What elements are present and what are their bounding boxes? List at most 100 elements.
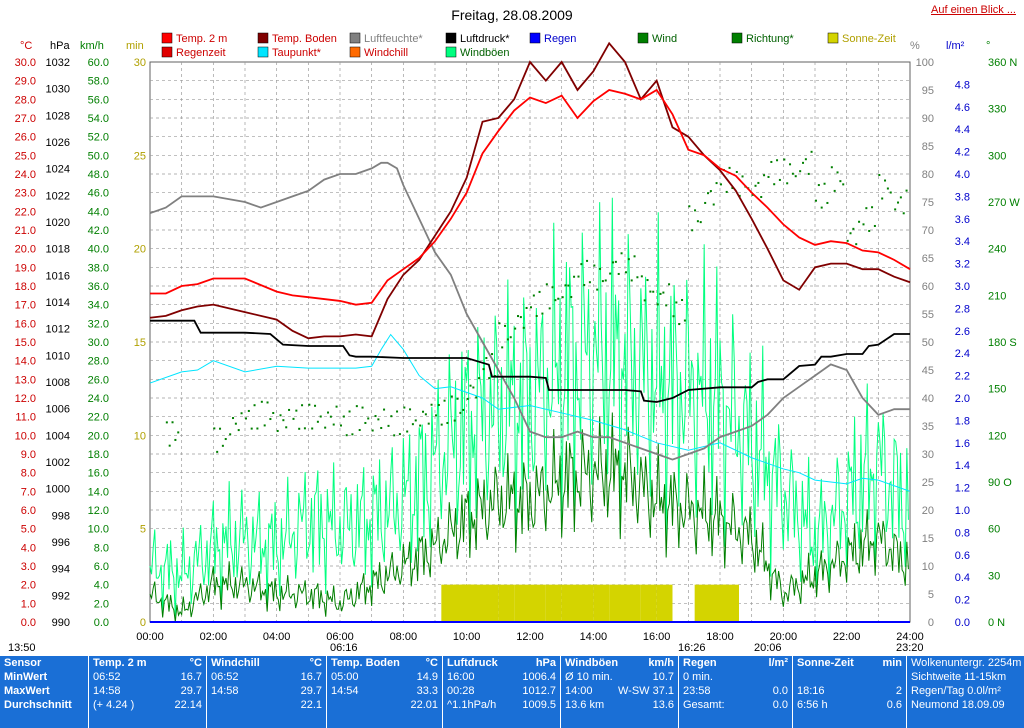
unit-temp: °C (20, 40, 32, 52)
time-tick: 18:00 (706, 631, 734, 643)
direction-point (668, 283, 671, 286)
speed-tick: 24.0 (88, 393, 109, 405)
direction-point (367, 417, 370, 420)
direction-point (799, 170, 802, 173)
direction-point (817, 184, 820, 187)
info-visibility: Sichtweite 11-15km (911, 671, 1007, 683)
direction-point (174, 438, 177, 441)
direction-point (865, 207, 868, 210)
sonne-avg-value: 0.6 (886, 699, 902, 711)
direction-point (643, 299, 646, 302)
percent-tick: 85 (922, 141, 934, 153)
direction-point (525, 306, 528, 309)
direction-point (681, 298, 684, 301)
direction-point (873, 224, 876, 227)
rain-tick: 3.2 (955, 259, 970, 271)
speed-tick: 28.0 (88, 356, 109, 368)
pressure-tick: 1010 (46, 350, 70, 362)
stats-regen: Regen l/m² 0 min. 23:58 0.0 Gesamt: 0.0 (678, 656, 792, 728)
direction-point (530, 306, 532, 309)
rain-tick: 0.4 (955, 572, 970, 584)
pressure-tick: 996 (52, 537, 70, 549)
temp-tick: 13.0 (15, 374, 36, 386)
direction-point (826, 201, 829, 204)
direction-point (905, 189, 908, 192)
sun-mark: 23:20 (896, 642, 924, 654)
druck-avg-label: ^1.1hPa/h (447, 699, 497, 711)
humidity-line (149, 161, 910, 461)
direction-point (469, 384, 472, 387)
direction-point (699, 221, 702, 224)
info-rain-day: Regen/Tag 0.0l/m² (911, 685, 1001, 697)
direction-point (601, 280, 604, 283)
direction-point (316, 420, 319, 423)
percent-tick: 15 (922, 533, 934, 545)
pressure-tick: 1016 (46, 270, 70, 282)
direction-point (371, 429, 374, 432)
boden-avg-value: 22.01 (410, 699, 438, 711)
sunshine-bar (656, 584, 673, 622)
chart-title: Freitag, 28.08.2009 (451, 7, 573, 23)
legend-swatch (637, 32, 649, 44)
direction-point (583, 283, 586, 286)
windchill-max-value: 29.7 (300, 685, 322, 697)
minute-tick: 15 (134, 337, 146, 349)
sunshine-bar (530, 584, 546, 622)
stats-sonne: Sonne-Zeit min 18:16 2 6:56 h 0.6 (792, 656, 906, 728)
direction-point (662, 291, 665, 294)
sunshine-bar (625, 584, 641, 622)
temp-tick: 12.0 (15, 393, 36, 405)
time-tick: 14:00 (580, 631, 608, 643)
druck-max-time: 00:28 (447, 685, 475, 697)
direction-tick: 180 S (988, 337, 1017, 349)
direction-point (256, 427, 259, 430)
direction-point (422, 410, 425, 413)
direction-point (260, 400, 263, 403)
legend-swatch (827, 32, 839, 44)
direction-point (409, 408, 412, 411)
direction-point (232, 417, 235, 420)
direction-tick: 30 (988, 570, 1000, 582)
direction-point (213, 427, 216, 430)
direction-point (577, 275, 580, 278)
overview-link[interactable]: Auf einen Blick ... (931, 4, 1016, 16)
direction-point (345, 434, 348, 437)
legend-label: Wind (652, 33, 677, 45)
boden-max-time: 14:54 (331, 685, 359, 697)
direction-point (177, 431, 180, 434)
speed-tick: 10.0 (88, 524, 109, 536)
direction-point (472, 386, 475, 389)
direction-tick: 240 (988, 244, 1006, 256)
direction-point (427, 422, 430, 425)
time-tick: 08:00 (390, 631, 418, 643)
pressure-line (150, 319, 910, 403)
rain-tick: 0.6 (955, 550, 970, 562)
direction-point (314, 404, 317, 407)
direction-point (846, 239, 849, 242)
rain-tick: 4.8 (955, 79, 970, 91)
pressure-tick: 1032 (46, 57, 70, 69)
temp-tick: 29.0 (15, 76, 36, 88)
stats-temp: Temp. 2 m °C 06:52 16.7 14:58 29.7 (+ 4.24 … (88, 656, 206, 728)
direction-point (899, 196, 902, 199)
percent-tick: 55 (922, 309, 934, 321)
direction-point (794, 175, 797, 178)
sunshine-bar (609, 584, 625, 622)
row-label-min: MinWert (4, 671, 48, 683)
sunshine-bar (723, 584, 739, 622)
time-tick: 00:00 (136, 631, 164, 643)
direction-point (171, 421, 174, 424)
direction-point (393, 434, 396, 437)
pressure-tick: 990 (52, 617, 70, 629)
speed-tick: 2.0 (94, 598, 109, 610)
direction-point (612, 261, 615, 264)
time-tick: 02:00 (200, 631, 228, 643)
direction-point (327, 411, 330, 414)
speed-tick: 14.0 (88, 486, 109, 498)
direction-point (545, 283, 548, 286)
sensor-header: Sensor (4, 657, 42, 669)
sunshine-bar (466, 584, 483, 622)
pressure-tick: 1018 (46, 244, 70, 256)
speed-tick: 38.0 (88, 262, 109, 274)
direction-point (694, 209, 697, 212)
